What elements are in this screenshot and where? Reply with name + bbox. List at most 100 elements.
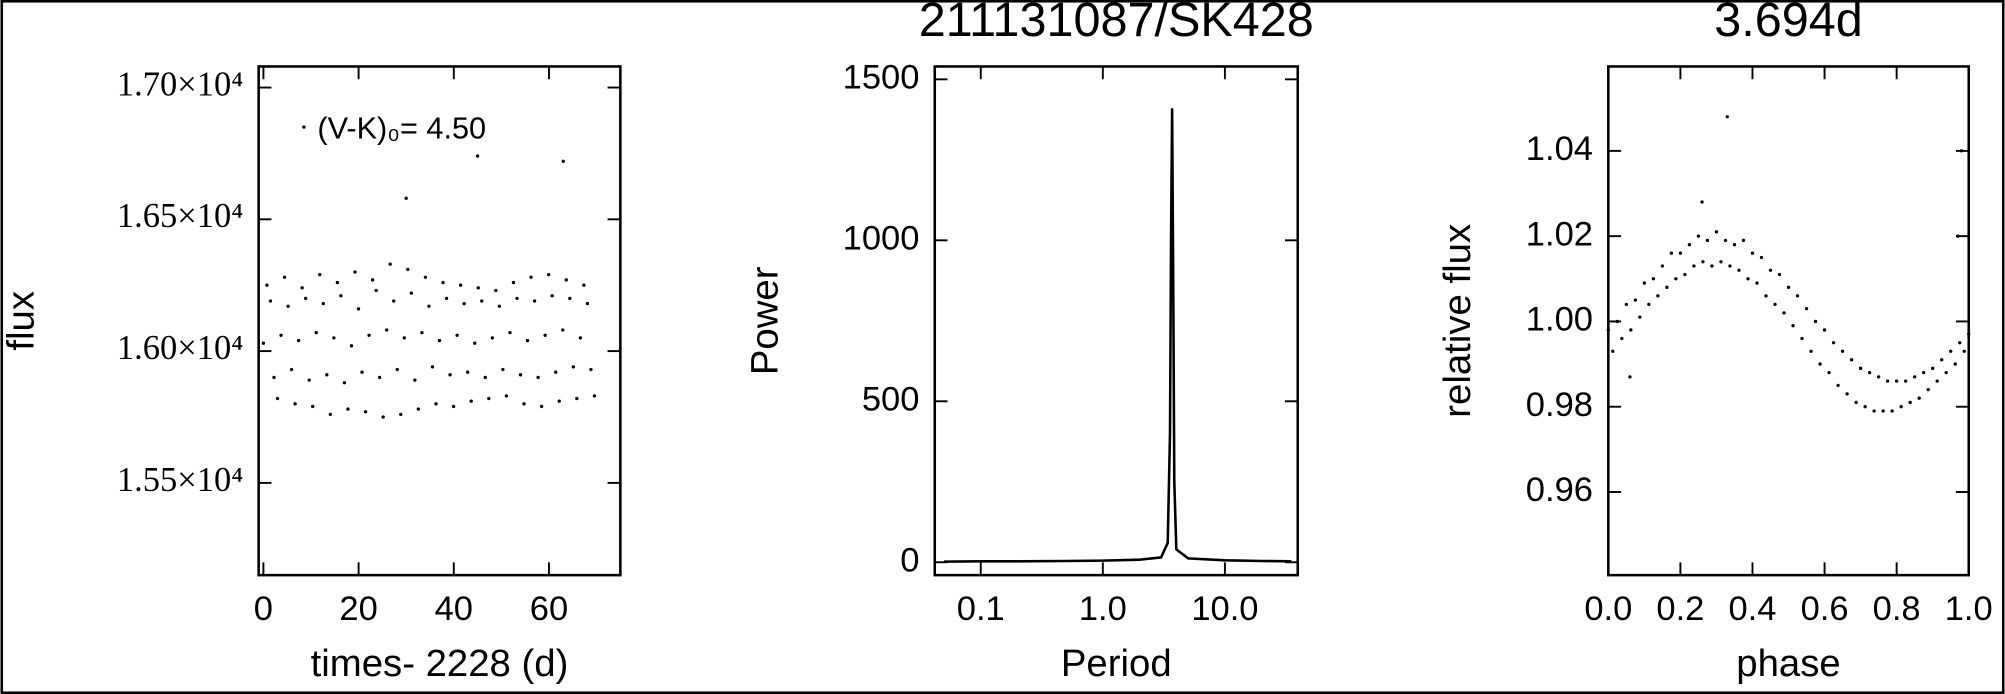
data-point [427, 304, 431, 308]
data-point [1827, 370, 1831, 375]
data-point [1903, 379, 1908, 383]
data-point [1638, 315, 1642, 319]
data-point [1831, 341, 1836, 345]
chart-title: 211131087/SK428 [919, 0, 1314, 47]
data-point [1953, 362, 1957, 366]
data-point [525, 338, 530, 343]
data-point [462, 302, 466, 306]
data-point [420, 330, 424, 335]
data-point [1876, 375, 1881, 379]
y-tick-label: 1.00 [1526, 301, 1593, 339]
data-point [511, 280, 516, 285]
data-point [282, 275, 287, 279]
data-point [1804, 306, 1809, 311]
data-point [1935, 379, 1939, 383]
data-point [392, 299, 396, 303]
data-point [1705, 238, 1710, 243]
data-point [1710, 264, 1714, 268]
data-point [522, 402, 526, 406]
data-point [1624, 302, 1628, 307]
y-tick-label: 1000 [843, 219, 920, 257]
data-point [508, 330, 512, 335]
data-point [1665, 285, 1669, 289]
data-point [550, 294, 554, 298]
data-point [304, 296, 308, 301]
data-point [356, 307, 361, 311]
data-point [296, 338, 301, 343]
data-point [1791, 324, 1795, 328]
data-point [1633, 298, 1638, 302]
data-point [275, 396, 280, 401]
data-point [342, 381, 347, 385]
data-point [1863, 405, 1867, 409]
data-point [1795, 294, 1800, 298]
y-axis-label: relative flux [1436, 224, 1479, 418]
data-point [1678, 251, 1683, 255]
y-tick-label: 1.04 [1526, 130, 1593, 168]
data-point [1723, 238, 1728, 243]
data-point [1696, 234, 1701, 238]
data-point [1836, 383, 1840, 388]
y-tick-label: 1.70×10⁴ [117, 65, 243, 103]
x-axis-label: phase [1736, 642, 1840, 685]
y-tick-label: 1.60×10⁴ [117, 329, 243, 367]
data-point [381, 415, 385, 419]
data-point [592, 394, 597, 398]
data-point [1917, 396, 1921, 400]
data-point [1845, 392, 1849, 396]
data-point [430, 365, 435, 369]
data-point [314, 330, 318, 335]
data-point [399, 412, 403, 417]
data-point [1746, 277, 1750, 281]
data-point [1714, 230, 1719, 234]
data-point [515, 296, 519, 301]
data-point [1651, 277, 1656, 281]
data-point [335, 280, 340, 285]
data-point [311, 404, 315, 409]
data-point [476, 286, 480, 290]
data-point [473, 341, 477, 345]
y-tick-label: 0.96 [1526, 471, 1593, 509]
data-point [1700, 200, 1704, 204]
data-point [518, 373, 523, 377]
data-point [458, 283, 463, 287]
data-point [293, 402, 297, 406]
data-point [1674, 277, 1678, 281]
data-point [1908, 400, 1912, 405]
data-point [1669, 251, 1674, 255]
annotation: (V-K)₀= 4.50 [317, 111, 486, 145]
data-point [1725, 115, 1729, 119]
data-point [346, 407, 350, 411]
data-point [385, 328, 389, 332]
y-axis-label: Power [743, 266, 786, 375]
data-point [1962, 349, 1966, 353]
data-point [1764, 294, 1768, 298]
y-tick-label: 0 [900, 541, 919, 579]
data-point [289, 367, 294, 372]
data-point [571, 365, 575, 369]
data-point [1854, 400, 1858, 405]
data-point [1628, 375, 1632, 379]
data-point [1615, 319, 1619, 324]
data-point [1922, 370, 1926, 375]
data-point [1800, 336, 1804, 341]
data-point [388, 262, 392, 266]
data-point [437, 338, 442, 343]
y-tick-label: 1.02 [1526, 215, 1593, 253]
data-point [328, 412, 332, 417]
data-point [1750, 251, 1755, 255]
x-axis-label: Period [1061, 642, 1172, 685]
data-point [1782, 311, 1786, 315]
data-point [487, 396, 491, 401]
data-point [1777, 272, 1782, 277]
data-point [1647, 302, 1651, 307]
data-point [409, 291, 413, 295]
x-tick-label: 0.6 [1801, 590, 1849, 628]
data-point [1849, 358, 1854, 362]
data-point [332, 336, 336, 340]
data-point [1913, 375, 1917, 379]
data-point [402, 336, 406, 340]
data-point [1768, 268, 1773, 272]
data-point [575, 396, 579, 401]
plot-frame [933, 65, 1300, 577]
